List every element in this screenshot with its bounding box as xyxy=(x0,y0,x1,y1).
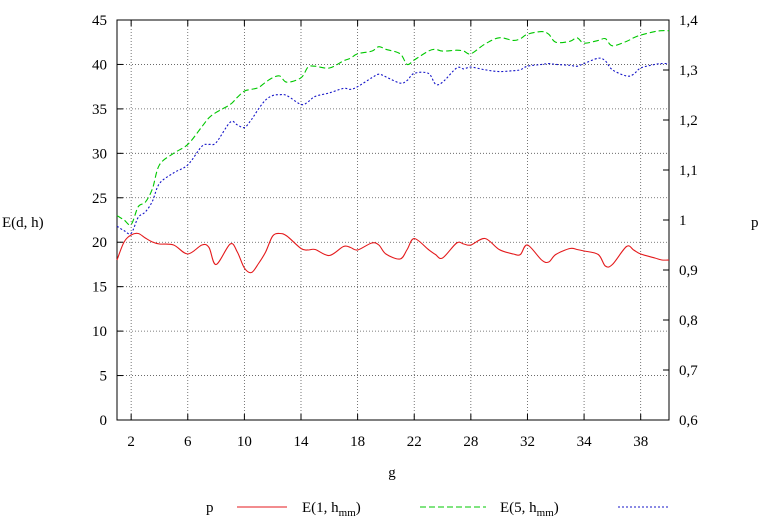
y-tick-label-left: 30 xyxy=(92,146,107,162)
legend-label: E(5, hmm) xyxy=(500,500,559,519)
x-tick-label: 10 xyxy=(237,434,252,450)
y-tick-label-left: 15 xyxy=(92,280,107,296)
ticks: 2 6 10 14 18 22 28 32 34 38 0 5 10 15 20 25 30 35 40 45 0,6 0… xyxy=(92,13,698,450)
y-tick-label-right: 1,2 xyxy=(679,113,698,129)
series-line-1 xyxy=(116,30,670,226)
legend: p E(1, hmm) E(5, hmm) xyxy=(206,500,668,519)
y-tick-label-left: 40 xyxy=(92,57,107,73)
y-tick-label-left: 45 xyxy=(92,13,107,29)
y-tick-label-right: 1,1 xyxy=(679,163,698,179)
y-axis-title-left: E(d, h) xyxy=(2,215,44,231)
grid xyxy=(117,20,669,420)
x-tick-label: 6 xyxy=(184,434,192,450)
y-tick-label-left: 20 xyxy=(92,235,107,251)
series xyxy=(116,30,670,274)
y-tick-label-right: 1 xyxy=(679,213,687,229)
y-tick-label-right: 0,7 xyxy=(679,363,698,379)
x-tick-label: 18 xyxy=(350,434,365,450)
x-tick-label: 28 xyxy=(463,434,478,450)
y-tick-label-right: 1,3 xyxy=(679,63,698,79)
y-tick-label-right: 0,9 xyxy=(679,263,698,279)
x-tick-label: 14 xyxy=(294,434,310,450)
y-tick-label-left: 0 xyxy=(100,413,108,429)
y-axis-title-right: p xyxy=(751,215,759,231)
series-line-2 xyxy=(116,57,670,235)
x-tick-label: 2 xyxy=(127,434,135,450)
y-tick-label-right: 0,6 xyxy=(679,413,698,429)
y-tick-label-right: 1,4 xyxy=(679,13,698,29)
y-tick-label-left: 10 xyxy=(92,324,107,340)
x-axis-title: g xyxy=(388,465,396,481)
x-tick-label: 38 xyxy=(633,434,648,450)
y-tick-label-right: 0,8 xyxy=(679,313,698,329)
x-tick-label: 32 xyxy=(520,434,535,450)
x-tick-label: 34 xyxy=(577,434,593,450)
y-tick-label-left: 25 xyxy=(92,191,107,207)
series-line-0 xyxy=(116,232,670,274)
legend-label: E(1, hmm) xyxy=(302,500,361,519)
y-tick-label-left: 35 xyxy=(92,102,107,118)
x-tick-label: 22 xyxy=(407,434,422,450)
y-tick-label-left: 5 xyxy=(100,369,108,385)
legend-label: p xyxy=(206,500,214,516)
